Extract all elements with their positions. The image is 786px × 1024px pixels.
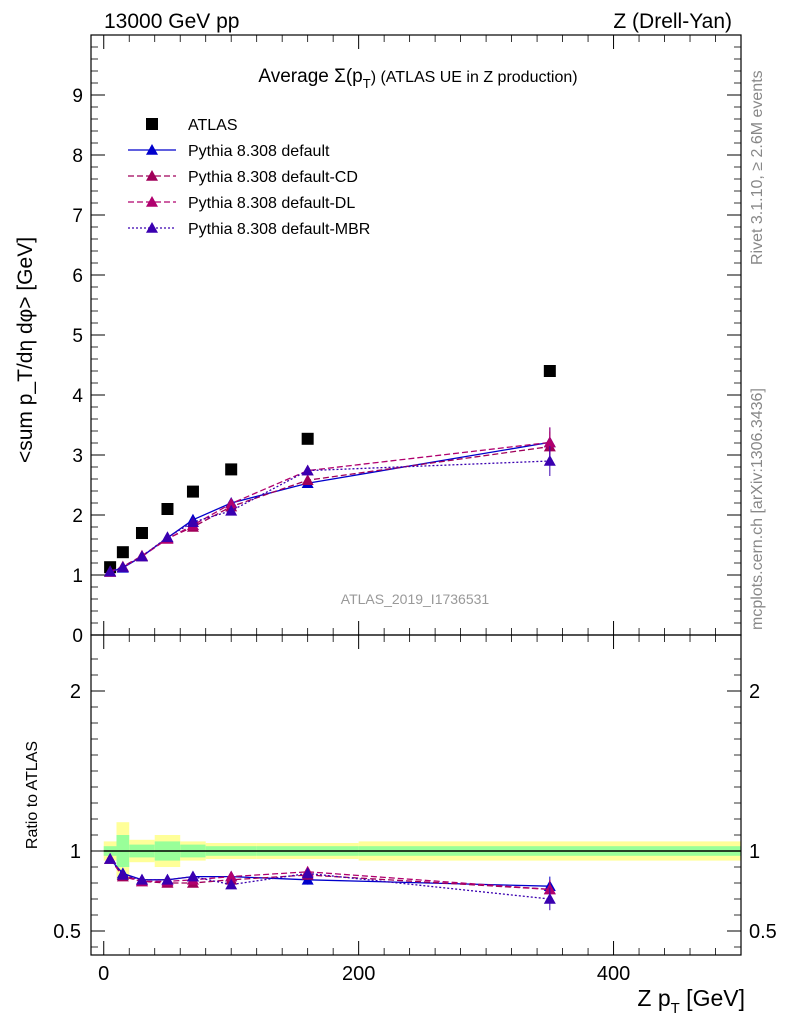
y-tick-label: 8 bbox=[72, 146, 83, 167]
series-2-line bbox=[109, 445, 550, 573]
series-4-point bbox=[104, 565, 117, 577]
atlas-point bbox=[135, 527, 148, 539]
ratio-series-4-point bbox=[186, 870, 199, 882]
legend-marker bbox=[146, 196, 158, 207]
analysis-id: ATLAS_2019_I1736531 bbox=[341, 591, 490, 607]
ratio-series-4-point bbox=[135, 873, 148, 885]
atlas-point bbox=[186, 485, 199, 498]
series-4-line bbox=[109, 460, 550, 573]
series-3-point bbox=[543, 436, 556, 448]
x-axis-label: Z pT [GeV] bbox=[637, 985, 745, 1017]
atlas-point bbox=[301, 432, 314, 445]
series-2-point bbox=[301, 474, 314, 485]
series-4-point bbox=[543, 455, 556, 466]
y-tick-label: 4 bbox=[72, 386, 83, 407]
ratio-series-4-point bbox=[161, 873, 174, 885]
y-tick-label: 0 bbox=[72, 626, 83, 647]
legend-marker bbox=[146, 144, 158, 155]
ratio-y-tick-label-right: 0.5 bbox=[749, 921, 777, 943]
energy-label: 13000 GeV pp bbox=[104, 10, 239, 33]
x-tick-label: 400 bbox=[597, 963, 630, 985]
legend-label: Pythia 8.308 default-DL bbox=[188, 195, 355, 212]
series-4-point bbox=[161, 531, 174, 542]
series-1-line bbox=[109, 441, 550, 573]
legend-label: ATLAS bbox=[188, 117, 238, 134]
series-4-point bbox=[135, 550, 148, 562]
ratio-y-tick-label-left: 0.5 bbox=[53, 921, 81, 943]
ratio-frame bbox=[90, 634, 742, 956]
ratio-panel: 0 200 400 0.5 0.5 1 1 2 2 bbox=[53, 634, 777, 985]
process-label: Z (Drell-Yan) bbox=[613, 10, 732, 33]
x-tick-label: 0 bbox=[98, 963, 109, 985]
ratio-series-4-point bbox=[301, 867, 314, 879]
mcplots-label: mcplots.cern.ch [arXiv:1306.3436] bbox=[749, 388, 766, 630]
ratio-y-tick-label-left: 2 bbox=[70, 681, 81, 703]
ratio-series-4-point bbox=[104, 853, 117, 864]
legend-label: Pythia 8.308 default-MBR bbox=[188, 221, 370, 238]
legend-marker-atlas bbox=[146, 118, 158, 130]
x-tick-label: 200 bbox=[342, 963, 375, 985]
main-ylabel: <sum p_T/dη dφ> [GeV] bbox=[14, 237, 37, 463]
ratio-y-tick-label-right: 2 bbox=[749, 681, 760, 703]
series-3-point bbox=[225, 497, 238, 509]
legend-label: Pythia 8.308 default-CD bbox=[188, 169, 358, 186]
ratio-series-4-point bbox=[225, 878, 238, 890]
legend: ATLAS Pythia 8.308 default Pythia 8.308 de… bbox=[128, 117, 370, 238]
y-tick-label: 1 bbox=[72, 566, 83, 587]
atlas-point bbox=[225, 463, 238, 476]
y-tick-label: 5 bbox=[72, 326, 83, 347]
y-tick-label: 3 bbox=[72, 446, 83, 467]
legend-marker bbox=[146, 222, 158, 233]
y-tick-label: 2 bbox=[72, 506, 83, 527]
series-4-point bbox=[225, 504, 238, 516]
ratio-ylabel: Ratio to ATLAS bbox=[24, 741, 41, 849]
series-4-point bbox=[116, 561, 129, 572]
rivet-label: Rivet 3.1.10, ≥ 2.6M events bbox=[749, 70, 766, 265]
chart-title: Average Σ(pT) (ATLAS UE in Z production) bbox=[258, 66, 577, 91]
legend-marker bbox=[146, 170, 158, 181]
ratio-y-tick-label-right: 1 bbox=[749, 841, 760, 863]
ratio-series-2-line bbox=[109, 858, 550, 891]
atlas-point bbox=[543, 365, 556, 377]
ratio-series-3-point bbox=[225, 870, 238, 882]
main-panel: 0 1 2 3 4 5 6 7 8 9 bbox=[72, 34, 742, 955]
legend-label: Pythia 8.308 default bbox=[188, 143, 330, 160]
ratio-series-4-point bbox=[543, 893, 556, 904]
ratio-y-tick-label-left: 1 bbox=[70, 841, 81, 863]
y-tick-label: 7 bbox=[72, 206, 83, 227]
ratio-series-4-point bbox=[116, 869, 129, 880]
series-3-line bbox=[109, 441, 550, 573]
y-tick-label: 6 bbox=[72, 266, 83, 287]
series-4-point bbox=[301, 464, 314, 476]
atlas-point bbox=[116, 546, 129, 559]
atlas-point bbox=[161, 503, 174, 515]
y-tick-label: 9 bbox=[72, 86, 83, 107]
series-4-point bbox=[186, 516, 199, 527]
